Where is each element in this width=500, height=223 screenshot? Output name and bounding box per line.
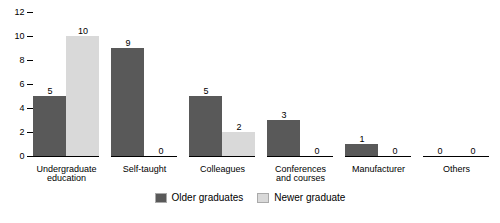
svg-text:Self-taught: Self-taught: [123, 164, 167, 174]
svg-text:0: 0: [437, 146, 442, 156]
svg-text:1: 1: [359, 134, 364, 144]
svg-text:Colleagues: Colleagues: [200, 164, 246, 174]
svg-text:Conferencesand courses: Conferencesand courses: [275, 164, 327, 183]
svg-text:0: 0: [314, 146, 319, 156]
svg-text:6: 6: [19, 79, 24, 89]
svg-text:12: 12: [14, 7, 24, 17]
svg-text:2: 2: [236, 122, 241, 132]
svg-text:10: 10: [78, 26, 88, 36]
svg-text:3: 3: [281, 110, 286, 120]
svg-text:9: 9: [125, 38, 130, 48]
svg-text:2: 2: [19, 127, 24, 137]
html-text:Older graduates: Older graduates: [171, 192, 244, 203]
svg-text:4: 4: [19, 103, 24, 113]
svg-text:5: 5: [203, 86, 208, 96]
html-text:Newer graduate: Newer graduate: [274, 192, 346, 203]
svg-text:Manufacturer: Manufacturer: [352, 164, 405, 174]
svg-text:10: 10: [14, 31, 24, 41]
svg-text:0: 0: [158, 146, 163, 156]
svg-text:0: 0: [470, 146, 475, 156]
svg-text:5: 5: [47, 86, 52, 96]
svg-text:0: 0: [19, 151, 24, 161]
svg-text:8: 8: [19, 55, 24, 65]
svg-text:Undergraduateeducation: Undergraduateeducation: [36, 164, 96, 183]
svg-text:0: 0: [392, 146, 397, 156]
svg-text:Others: Others: [443, 164, 471, 174]
